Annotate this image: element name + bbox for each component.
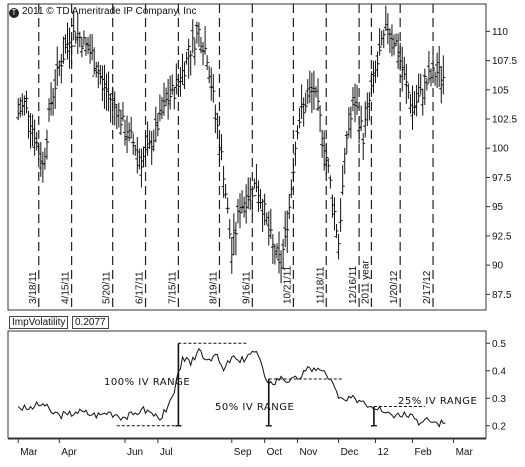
iv-tick-label: 0.4 xyxy=(492,366,506,377)
date-marker-label: 8/19/11 xyxy=(208,271,219,304)
time-tick-label: Mar xyxy=(456,447,474,458)
price-panel-border xyxy=(7,3,487,311)
iv-panel-title: ImpVolatility xyxy=(9,316,69,329)
time-tick-label: Oct xyxy=(267,447,283,458)
price-tick-label: 97.5 xyxy=(492,173,512,184)
annotation-25-iv-range: 25% IV RANGE xyxy=(398,396,478,407)
annotation-50-iv-range: 50% IV RANGE xyxy=(215,402,295,413)
date-marker-label: 5/20/11 xyxy=(102,271,113,304)
ameritrade-logo-icon: T xyxy=(9,8,19,18)
iv-last-value: 0.2077 xyxy=(72,316,109,329)
time-tick-label: 12 xyxy=(378,447,390,458)
annotation-100-iv-range: 100% IV RANGE xyxy=(104,377,191,388)
date-marker-label: 9/16/11 xyxy=(241,271,252,304)
date-marker-label: 12/16/11 xyxy=(348,265,359,304)
copyright-label: 2011 © TD Ameritrade IP Company, Inc xyxy=(22,6,197,17)
date-marker-label: 4/15/11 xyxy=(61,271,72,304)
price-tick-label: 110 xyxy=(492,27,508,38)
time-tick-label: Apr xyxy=(61,447,77,458)
price-tick-label: 107.5 xyxy=(492,56,517,67)
price-tick-label: 100 xyxy=(492,144,509,155)
iv-tick-label: 0.5 xyxy=(492,339,506,350)
date-marker-label: 10/21/11 xyxy=(282,265,293,304)
iv-tick-label: 0.2 xyxy=(492,421,506,432)
price-tick-label: 95 xyxy=(492,202,504,213)
time-tick-label: Sep xyxy=(234,447,252,458)
date-marker-label: 6/17/11 xyxy=(135,271,146,304)
copyright-text: T 2011 © TD Ameritrade IP Company, Inc xyxy=(9,6,197,18)
time-tick-label: Mar xyxy=(20,447,38,458)
time-tick-label: Nov xyxy=(300,447,318,458)
iv-series-line xyxy=(17,347,446,428)
time-tick-label: Jul xyxy=(160,447,173,458)
date-marker-label: 3/18/11 xyxy=(28,271,39,304)
date-marker-label: 7/15/11 xyxy=(167,271,178,304)
date-marker-label: 2011 year xyxy=(360,260,371,304)
iv-panel-border xyxy=(7,330,487,439)
price-tick-label: 92.5 xyxy=(492,231,512,242)
time-tick-label: Dec xyxy=(341,447,359,458)
price-tick-label: 105 xyxy=(492,85,509,96)
price-tick-label: 102.5 xyxy=(492,115,517,126)
time-tick-label: Jun xyxy=(127,447,143,458)
iv-tick-label: 0.3 xyxy=(492,394,506,405)
date-marker-label: 2/17/12 xyxy=(422,270,433,304)
price-tick-label: 90 xyxy=(492,261,504,272)
time-tick-label: Feb xyxy=(415,447,433,458)
date-marker-label: 1/20/12 xyxy=(389,270,400,304)
price-tick-label: 87.5 xyxy=(492,290,512,301)
date-marker-label: 11/18/11 xyxy=(315,266,326,304)
